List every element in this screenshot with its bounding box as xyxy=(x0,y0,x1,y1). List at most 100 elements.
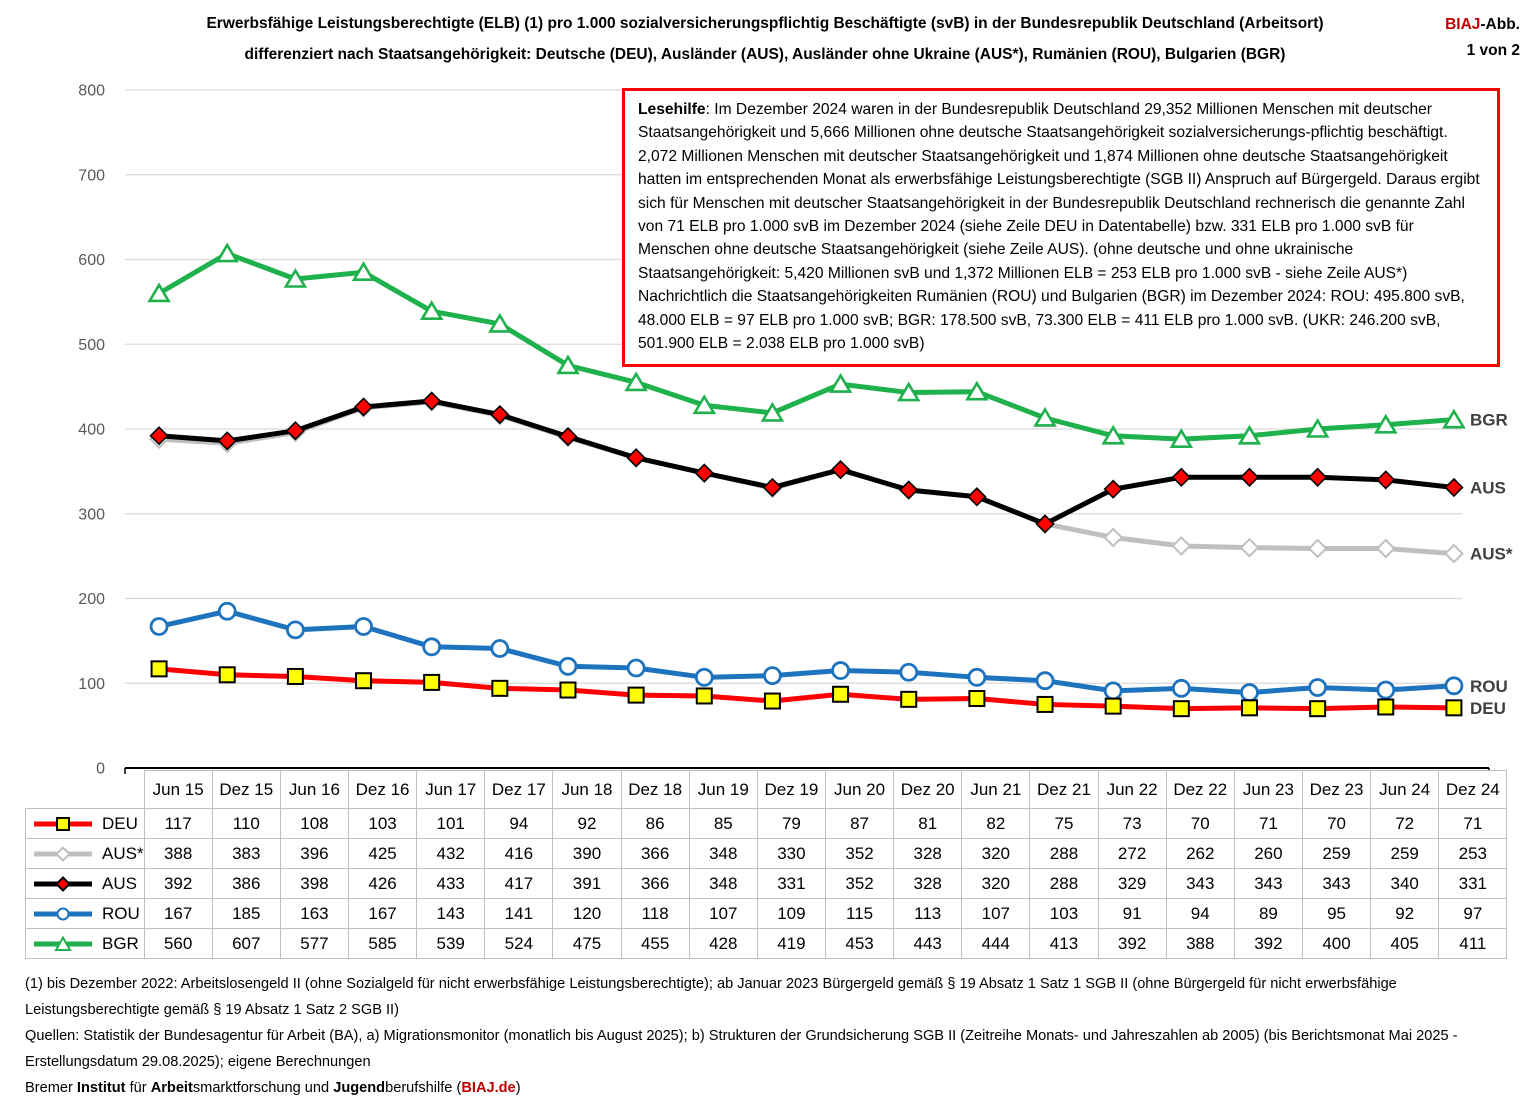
figure-page-count: 1 von 2 xyxy=(1466,42,1520,59)
table-cell: 366 xyxy=(620,838,690,869)
series-marker-DEU xyxy=(627,686,645,704)
legend-cell: AUS* xyxy=(25,838,145,869)
table-cell: 411 xyxy=(1438,928,1508,959)
series-marker-AUS xyxy=(1376,470,1396,490)
table-cell: 262 xyxy=(1165,838,1235,869)
table-cell: 73 xyxy=(1097,808,1167,839)
table-cell: 288 xyxy=(1029,838,1099,869)
table-cell: 340 xyxy=(1370,868,1440,899)
series-marker-AUS xyxy=(285,421,306,441)
footer-credit-segment: berufshilfe ( xyxy=(385,1080,462,1096)
series-marker-AUS* xyxy=(830,459,851,480)
table-cell: 103 xyxy=(347,808,418,839)
table-cell: 108 xyxy=(279,808,350,839)
page-title: Erwerbsfähige Leistungsberechtigte (ELB)… xyxy=(206,15,1324,32)
series-marker-BGR xyxy=(1033,406,1057,427)
footer-credit-segment: smarktforschung und xyxy=(192,1080,334,1096)
series-name-label: ROU xyxy=(102,903,140,923)
series-marker-AUS* xyxy=(217,433,238,454)
series-marker-DEU xyxy=(423,673,441,691)
table-cell: 260 xyxy=(1233,838,1303,869)
footnotes: (1) bis Dezember 2022: Arbeitslosengeld … xyxy=(25,971,1517,1097)
series-line-DEU xyxy=(156,666,1457,712)
lesehilfe-text: : Im Dezember 2024 waren in der Bundesre… xyxy=(638,101,1480,353)
series-marker-ROU xyxy=(1240,683,1259,702)
series-marker-AUS* xyxy=(1035,514,1055,534)
series-marker-DEU xyxy=(559,681,577,699)
series-marker-ROU xyxy=(1308,678,1328,697)
series-marker-BGR xyxy=(1373,413,1398,434)
series-marker-DEU xyxy=(900,690,918,708)
series-marker-DEU xyxy=(218,666,236,684)
table-cell: 433 xyxy=(416,868,486,899)
series-marker-ROU xyxy=(490,639,510,658)
table-cell: 85 xyxy=(688,808,758,839)
table-cell: 91 xyxy=(1097,898,1167,929)
series-marker-AUS xyxy=(490,404,510,425)
series-label-BGR: BGR xyxy=(1470,411,1508,430)
series-marker-AUS* xyxy=(285,422,306,443)
table-header-cell: Jun 19 xyxy=(688,770,758,809)
table-header-row: Jun 15 Dez 15 Jun 16 Dez 16 Jun 17 Dez 17 Jun … xyxy=(26,770,1508,809)
table-cell: 141 xyxy=(484,898,554,929)
table-cell: 92 xyxy=(552,808,622,839)
table-cell: 343 xyxy=(1165,868,1235,899)
legend-cell: DEU xyxy=(25,808,145,839)
table-cell: 524 xyxy=(484,928,554,959)
table-cell: 391 xyxy=(552,868,622,899)
series-marker-ROU xyxy=(899,662,919,682)
table-cell: 118 xyxy=(620,898,690,929)
table-header-cell: Dez 19 xyxy=(756,770,826,809)
series-marker-AUS xyxy=(353,397,374,417)
series-marker-ROU xyxy=(1103,681,1123,701)
table-cell: 97 xyxy=(1438,898,1508,929)
table-cell: 426 xyxy=(347,868,418,899)
table-cell: 432 xyxy=(416,838,486,869)
series-marker-ROU xyxy=(1035,671,1055,691)
series-marker-BGR xyxy=(556,354,580,375)
table-cell: 453 xyxy=(824,928,895,959)
table-cell: 396 xyxy=(279,838,350,869)
footer-credit-segment: ) xyxy=(515,1080,521,1096)
series-label-DEU: DEU xyxy=(1470,699,1506,718)
series-name-label: AUS* xyxy=(102,843,144,863)
series-marker-AUS xyxy=(762,477,783,498)
table-cell: 343 xyxy=(1301,868,1372,899)
series-marker-ROU xyxy=(694,667,714,687)
table-cell: 107 xyxy=(961,898,1031,929)
table-cell: 388 xyxy=(143,838,213,869)
series-marker-AUS xyxy=(558,426,578,447)
table-cell: 331 xyxy=(1438,868,1508,899)
footnote-sources: Quellen: Statistik der Bundesagentur für… xyxy=(25,1028,1458,1070)
series-marker-BGR xyxy=(215,242,240,263)
figure-suffix: -Abb. xyxy=(1480,16,1520,33)
legend-cell: BGR xyxy=(25,928,145,959)
page-subtitle: differenziert nach Staatsangehörigkeit: … xyxy=(244,46,1286,63)
table-row-deu: DEU 117 110 108 103 101 94 92 86 85 79 87 81 82 75 73 70… xyxy=(25,808,1508,839)
figure-number: BIAJ-Abb. 1 von 2 xyxy=(1445,12,1520,64)
table-cell: 86 xyxy=(620,808,690,839)
footer-credit: Bremer Institut für Arbeitsmarktforschun… xyxy=(25,1075,1517,1097)
y-tick-label: 700 xyxy=(78,167,105,184)
table-header-cell: Dez 20 xyxy=(893,770,963,809)
series-marker-AUS* xyxy=(1307,538,1328,559)
table-corner-cell xyxy=(26,771,145,809)
table-header-cell: Dez 15 xyxy=(211,770,281,809)
table-cell: 94 xyxy=(484,808,554,839)
series-marker-AUS* xyxy=(421,391,442,412)
series-marker-AUS* xyxy=(626,447,647,468)
table-cell: 328 xyxy=(893,868,963,899)
legend-inner: AUS xyxy=(26,874,144,894)
table-cell: 386 xyxy=(211,868,281,899)
table-cell: 75 xyxy=(1029,808,1099,839)
table-cell: 577 xyxy=(279,928,350,959)
series-marker-AUS xyxy=(1171,467,1191,487)
table-header-cell: Jun 15 xyxy=(143,770,213,809)
table-cell: 92 xyxy=(1370,898,1440,929)
table-cell: 288 xyxy=(1029,868,1099,899)
table-cell: 475 xyxy=(552,928,622,959)
series-marker-AUS xyxy=(1444,477,1464,498)
lesehilfe-box: Lesehilfe: Im Dezember 2024 waren in der… xyxy=(622,88,1500,368)
table-cell: 320 xyxy=(961,868,1031,899)
series-marker-AUS xyxy=(422,391,442,411)
